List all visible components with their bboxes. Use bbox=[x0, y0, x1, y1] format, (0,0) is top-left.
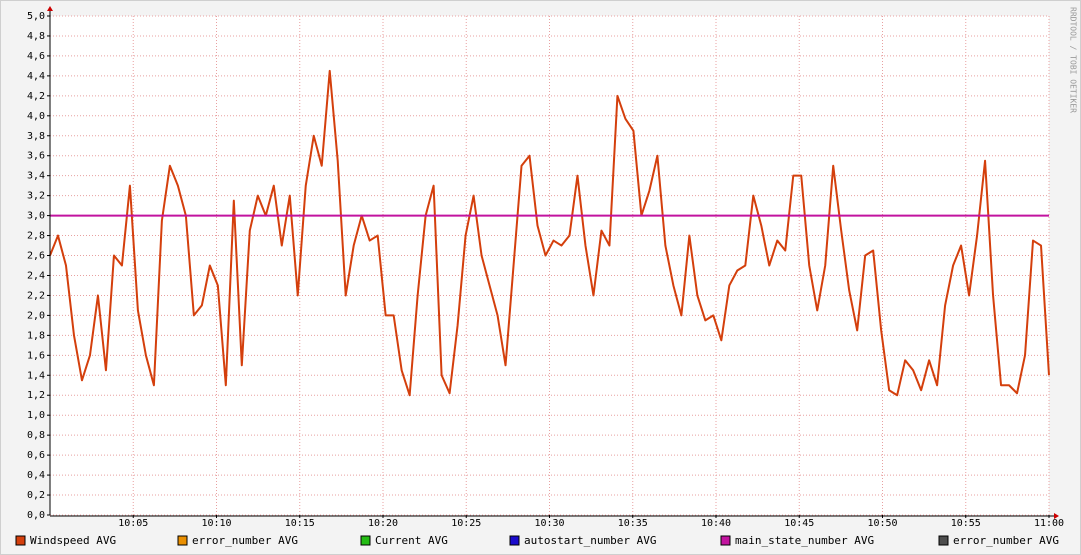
y-tick-label: 4,6 bbox=[27, 51, 45, 62]
y-tick-label: 3,2 bbox=[27, 191, 45, 202]
x-tick-label: 11:00 bbox=[1034, 518, 1064, 529]
y-tick-label: 3,6 bbox=[27, 151, 45, 162]
legend-swatch bbox=[360, 535, 371, 546]
y-tick-label: 3,0 bbox=[27, 211, 45, 222]
y-tick-label: 4,0 bbox=[27, 111, 45, 122]
grid bbox=[50, 15, 1050, 516]
y-tick-label: 0,0 bbox=[27, 510, 45, 521]
y-tick-label: 3,4 bbox=[27, 171, 45, 182]
series-lines bbox=[49, 69, 1050, 397]
legend-label: error_number AVG bbox=[192, 534, 298, 547]
legend-label: autostart_number AVG bbox=[524, 534, 656, 547]
y-tick-label: 1,4 bbox=[27, 370, 45, 381]
x-tick-label: 10:20 bbox=[368, 518, 398, 529]
x-arrow bbox=[1054, 513, 1059, 519]
y-tick-label: 1,6 bbox=[27, 350, 45, 361]
legend: Windspeed AVG error_number AVG Current AVG… bbox=[15, 534, 1059, 547]
x-tick-label: 10:05 bbox=[118, 518, 148, 529]
watermark: RRDTOOL / TOBI OETIKER bbox=[1069, 7, 1078, 113]
y-tick-label: 2,6 bbox=[27, 251, 45, 262]
tick-labels: 0,0 0,2 0,4 0,6 0,8 1,0 1,2 1,4 1,6 1,8 2,0 2,2 2,4 2… bbox=[27, 11, 1064, 529]
x-tick-label: 10:35 bbox=[618, 518, 648, 529]
y-tick-label: 1,8 bbox=[27, 330, 45, 341]
y-tick-label: 4,8 bbox=[27, 31, 45, 42]
legend-label: main_state_number AVG bbox=[735, 534, 874, 547]
y-tick-label: 1,0 bbox=[27, 410, 45, 421]
y-tick-label: 0,2 bbox=[27, 490, 45, 501]
legend-swatch bbox=[509, 535, 520, 546]
y-tick-label: 2,2 bbox=[27, 290, 45, 301]
series-line bbox=[49, 69, 1050, 397]
legend-label: Windspeed AVG bbox=[30, 534, 116, 547]
x-tick-label: 10:45 bbox=[784, 518, 814, 529]
legend-swatch bbox=[938, 535, 949, 546]
legend-swatch bbox=[720, 535, 731, 546]
legend-swatch bbox=[15, 535, 26, 546]
y-tick-label: 1,2 bbox=[27, 390, 45, 401]
legend-label: Current AVG bbox=[375, 534, 448, 547]
x-tick-label: 10:50 bbox=[867, 518, 897, 529]
y-tick-label: 5,0 bbox=[27, 11, 45, 22]
y-arrow bbox=[47, 6, 53, 11]
y-tick-label: 3,8 bbox=[27, 131, 45, 142]
y-tick-label: 2,4 bbox=[27, 270, 45, 281]
legend-swatch bbox=[177, 535, 188, 546]
x-tick-label: 10:40 bbox=[701, 518, 731, 529]
y-tick-label: 0,4 bbox=[27, 470, 45, 481]
y-tick-label: 4,4 bbox=[27, 71, 45, 82]
x-tick-label: 10:15 bbox=[285, 518, 315, 529]
x-tick-label: 10:55 bbox=[951, 518, 981, 529]
x-tick-label: 10:30 bbox=[534, 518, 564, 529]
y-tick-label: 0,8 bbox=[27, 430, 45, 441]
y-tick-label: 2,8 bbox=[27, 231, 45, 242]
x-tick-label: 10:10 bbox=[201, 518, 231, 529]
legend-label: error_number AVG bbox=[953, 534, 1059, 547]
x-tick-label: 10:25 bbox=[451, 518, 481, 529]
y-tick-label: 4,2 bbox=[27, 91, 45, 102]
y-tick-label: 2,0 bbox=[27, 310, 45, 321]
y-tick-label: 0,6 bbox=[27, 450, 45, 461]
